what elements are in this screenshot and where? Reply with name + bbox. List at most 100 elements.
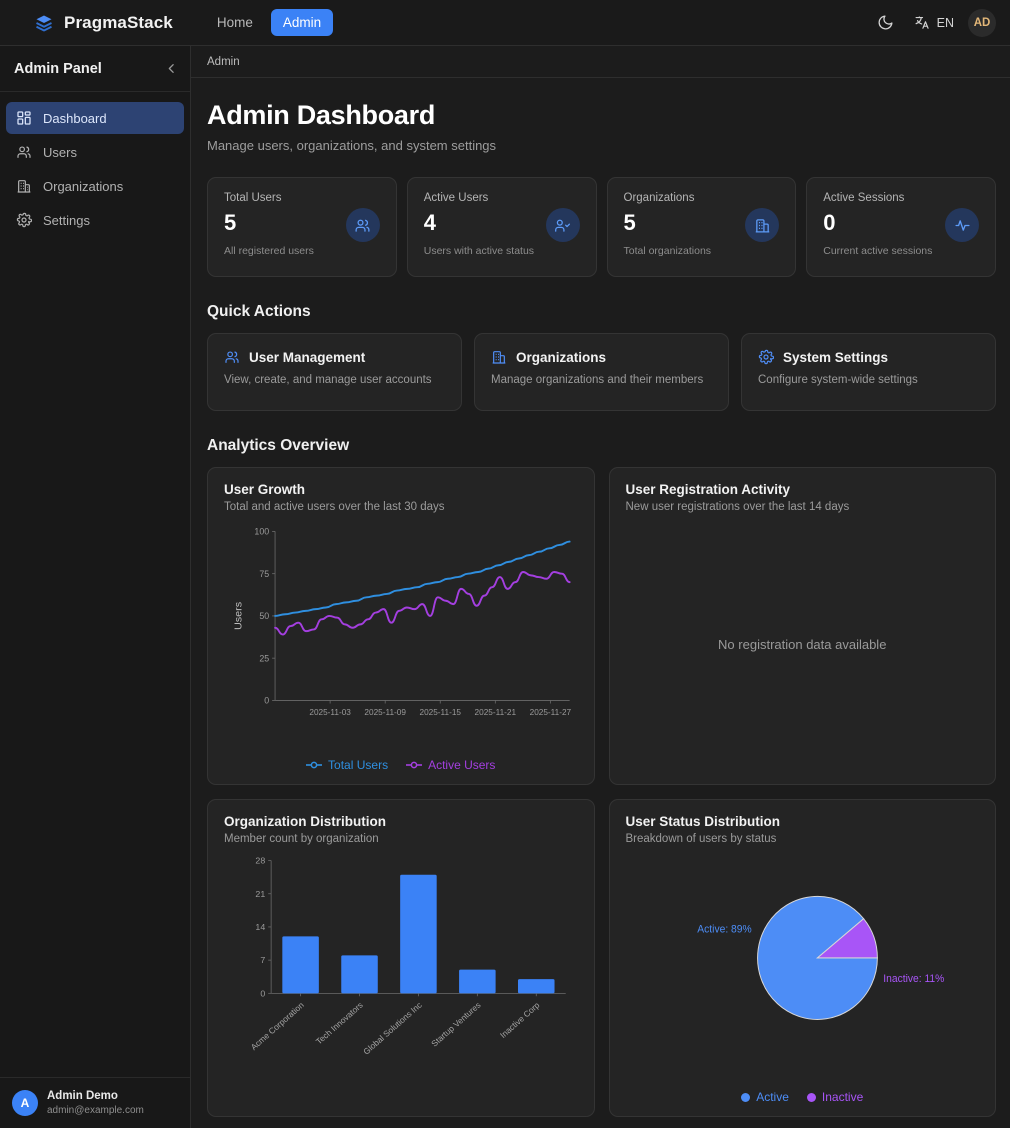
legend-item-active-users[interactable]: Active Users xyxy=(406,758,495,772)
language-selector[interactable]: EN xyxy=(914,14,954,31)
svg-text:2025-11-27: 2025-11-27 xyxy=(530,707,572,717)
stat-label: Active Users xyxy=(423,192,489,204)
legend-item-active[interactable]: Active xyxy=(741,1090,789,1104)
line-marker-icon xyxy=(306,761,323,769)
legend-dot-icon xyxy=(806,1092,816,1102)
svg-text:0: 0 xyxy=(264,696,269,706)
svg-text:Startup Ventures: Startup Ventures xyxy=(429,1000,483,1049)
gear-icon xyxy=(16,212,32,228)
stat-hint: Total organizations xyxy=(623,245,712,257)
svg-text:Global Solutions Inc: Global Solutions Inc xyxy=(361,1000,424,1057)
svg-text:2025-11-15: 2025-11-15 xyxy=(419,707,461,717)
quick-actions-grid: User Management View, create, and manage… xyxy=(207,333,996,411)
svg-text:100: 100 xyxy=(254,527,269,537)
quick-action-user-management[interactable]: User Management View, create, and manage… xyxy=(207,333,462,411)
stat-value: 5 xyxy=(623,210,636,235)
stat-card-active-sessions: Active Sessions 0 Current active session… xyxy=(806,177,996,277)
stat-value: 0 xyxy=(823,210,836,235)
legend-item-inactive[interactable]: Inactive xyxy=(806,1090,864,1104)
chart-subtitle: Member count by organization xyxy=(224,833,379,845)
quick-action-system-settings[interactable]: System Settings Configure system-wide se… xyxy=(741,333,996,411)
quick-actions-heading: Quick Actions xyxy=(207,303,311,320)
gear-icon xyxy=(758,349,774,365)
building-icon xyxy=(16,178,32,194)
layers-icon xyxy=(34,13,54,33)
sidebar-item-label: Users xyxy=(43,144,77,160)
stat-value: 4 xyxy=(423,210,436,235)
quick-action-title: System Settings xyxy=(783,349,889,365)
stat-cards: Total Users 5 All registered users xyxy=(207,177,996,277)
legend-label: Active xyxy=(756,1090,789,1104)
breadcrumb: Admin xyxy=(191,46,1010,78)
stat-value: 5 xyxy=(224,210,237,235)
legend-dot-icon xyxy=(741,1092,751,1102)
sidebar-item-organizations[interactable]: Organizations xyxy=(6,170,184,202)
sidebar-item-label: Organizations xyxy=(43,178,124,194)
stat-card-total-users: Total Users 5 All registered users xyxy=(207,177,397,277)
svg-text:0: 0 xyxy=(260,989,265,999)
nav-link-home[interactable]: Home xyxy=(216,15,253,30)
svg-text:Inactive Corp: Inactive Corp xyxy=(498,1000,542,1040)
line-marker-icon xyxy=(406,761,423,769)
chart-card-user-growth: User Growth Total and active users over … xyxy=(207,467,595,785)
chart-subtitle: Total and active users over the last 30 … xyxy=(224,501,445,513)
sidebar: Admin Panel xyxy=(0,46,191,1128)
sidebar-user-profile[interactable]: A Admin Demo admin@example.com xyxy=(0,1077,190,1128)
svg-text:Acme Corporation: Acme Corporation xyxy=(249,1000,307,1052)
stat-label: Active Sessions xyxy=(823,192,905,204)
users-icon xyxy=(16,144,32,160)
quick-action-desc: Configure system-wide settings xyxy=(758,374,918,386)
top-bar-actions: EN AD xyxy=(872,8,996,37)
stat-hint: Users with active status xyxy=(423,245,535,257)
quick-action-desc: Manage organizations and their members xyxy=(491,374,704,386)
svg-text:28: 28 xyxy=(255,856,265,866)
chart-subtitle: New user registrations over the last 14 … xyxy=(625,501,850,513)
user-check-icon xyxy=(545,208,580,242)
chevron-left-icon[interactable] xyxy=(165,62,178,75)
brand[interactable]: PragmaStack xyxy=(34,13,173,33)
stat-label: Organizations xyxy=(623,192,695,204)
chart-subtitle: Breakdown of users by status xyxy=(625,833,777,845)
sidebar-item-dashboard[interactable]: Dashboard xyxy=(6,102,184,134)
building-icon xyxy=(745,208,780,242)
user-email: admin@example.com xyxy=(47,1105,144,1116)
legend-label: Total Users xyxy=(328,758,389,772)
nav-link-admin[interactable]: Admin xyxy=(270,9,334,36)
quick-action-organizations[interactable]: Organizations Manage organizations and t… xyxy=(474,333,729,411)
page-title: Admin Dashboard xyxy=(207,100,436,130)
svg-text:2025-11-21: 2025-11-21 xyxy=(475,707,517,717)
user-avatar[interactable]: AD xyxy=(968,8,996,37)
avatar: A xyxy=(12,1090,38,1117)
svg-text:7: 7 xyxy=(260,955,265,965)
page-subtitle: Manage users, organizations, and system … xyxy=(207,138,497,153)
stat-card-active-users: Active Users 4 Users with active status xyxy=(406,177,597,277)
svg-text:Users: Users xyxy=(233,602,245,630)
analytics-heading: Analytics Overview xyxy=(207,437,350,454)
brand-name: PragmaStack xyxy=(64,12,173,32)
chart-card-organization-distribution: Organization Distribution Member count b… xyxy=(207,799,595,1117)
chart-title: Organization Distribution xyxy=(224,814,386,829)
legend-label: Inactive xyxy=(821,1090,864,1104)
sidebar-item-users[interactable]: Users xyxy=(6,136,184,168)
legend-item-total-users[interactable]: Total Users xyxy=(306,758,388,772)
svg-text:50: 50 xyxy=(259,611,269,621)
pie-chart-plot: Active: 89% Inactive: 11% xyxy=(626,849,980,1086)
top-nav-links: Home Admin xyxy=(205,9,334,36)
svg-text:Inactive: 11%: Inactive: 11% xyxy=(883,974,944,985)
svg-text:2025-11-03: 2025-11-03 xyxy=(309,707,351,717)
chart-title: User Growth xyxy=(224,482,306,497)
building-icon xyxy=(491,349,507,365)
layout-dashboard-icon xyxy=(16,110,32,126)
svg-text:21: 21 xyxy=(255,889,265,899)
sidebar-item-settings[interactable]: Settings xyxy=(6,204,184,236)
chart-title: User Status Distribution xyxy=(625,814,781,829)
svg-text:2025-11-09: 2025-11-09 xyxy=(364,707,406,717)
svg-text:Tech Innovators: Tech Innovators xyxy=(314,1000,365,1046)
sidebar-item-label: Settings xyxy=(43,212,90,228)
sidebar-item-label: Dashboard xyxy=(43,110,107,126)
sidebar-title: Admin Panel xyxy=(14,60,102,77)
moon-icon[interactable] xyxy=(872,9,900,37)
empty-message: No registration data available xyxy=(718,637,887,652)
legend-label: Active Users xyxy=(428,758,496,772)
